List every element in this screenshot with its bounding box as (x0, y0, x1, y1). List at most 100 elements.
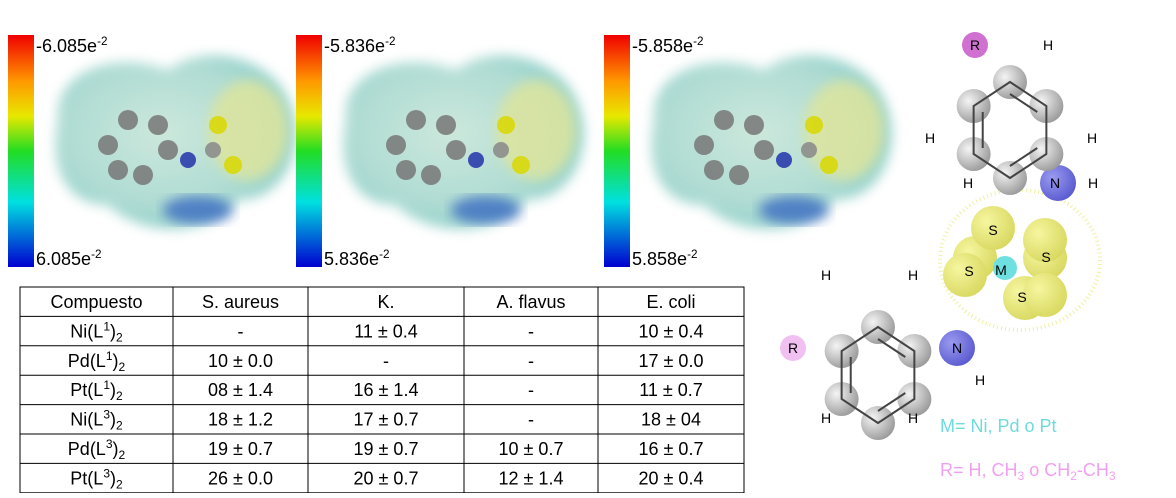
compound: Pd(L (68, 351, 106, 371)
atom (446, 140, 466, 160)
cell: 12 ± 1.4 (499, 468, 564, 488)
cell: - (528, 321, 534, 341)
atom (694, 135, 714, 155)
atom (729, 165, 749, 185)
cell: 20 ± 0.4 (639, 468, 704, 488)
atom-label: H (908, 267, 918, 283)
mantissa: 5.836e (324, 249, 379, 269)
cell: - (238, 321, 244, 341)
atom (158, 140, 178, 160)
mantissa: 5.858e (632, 249, 687, 269)
atom (714, 110, 734, 130)
color-bar (8, 35, 34, 267)
cell: 17 ± 0.0 (639, 351, 704, 371)
legend-part: M= Ni, Pd o Pt (940, 416, 1057, 436)
atom (512, 156, 530, 174)
atom-label: S (1017, 289, 1026, 305)
legend-part: o CH (1024, 460, 1070, 480)
cell: 11 ± 0.7 (639, 380, 703, 400)
exponent: -2 (693, 35, 703, 48)
positive-zone (759, 196, 829, 224)
atom (493, 142, 509, 158)
atom-label: H (975, 372, 985, 388)
cell: Ni(L1)2 (70, 319, 123, 344)
atom-label: H (925, 130, 935, 146)
atom (133, 165, 153, 185)
sulfur (1023, 273, 1067, 317)
atom-label: H (821, 267, 831, 283)
cell: 11 ± 0.4 (354, 321, 418, 341)
atom-label: R (788, 340, 798, 356)
compound-sub: 2 (116, 477, 123, 491)
atom (209, 116, 227, 134)
cell: Pd(L1)2 (68, 349, 126, 374)
atom (421, 165, 441, 185)
mantissa: -5.858e (632, 36, 693, 56)
compound: Ni(L (70, 321, 103, 341)
molecule-surface (343, 56, 583, 229)
scale-label: -6.085e-2 (36, 35, 107, 56)
atom (436, 115, 456, 135)
figure: -6.085e-26.085e-2-5.836e-25.836e-2-5.858… (0, 0, 1176, 493)
esp-panels: -6.085e-26.085e-2-5.836e-25.836e-2-5.858… (8, 35, 892, 269)
atom-label: R (970, 37, 980, 53)
cell: Pd(L3)2 (68, 437, 126, 462)
cell: 26 ± 0.0 (208, 468, 273, 488)
positive-zone (451, 196, 521, 224)
atom (820, 156, 838, 174)
legend-legend_m: M= Ni, Pd o Pt (940, 416, 1057, 436)
mantissa: -6.085e (36, 36, 97, 56)
scale-label: -5.858e-2 (632, 35, 703, 56)
atom (118, 110, 138, 130)
atom (396, 160, 416, 180)
scale-label: 5.836e-2 (324, 248, 389, 269)
compound: Pt(L (70, 380, 103, 400)
page: -6.085e-26.085e-2-5.836e-25.836e-2-5.858… (0, 0, 1176, 493)
atom-label: M (995, 262, 1007, 278)
cell: 10 ± 0.4 (639, 321, 704, 341)
atom (224, 156, 242, 174)
atom-label: S (988, 222, 997, 238)
compound: Pd(L (68, 439, 106, 459)
cell: 16 ± 0.7 (639, 439, 704, 459)
cell: 08 ± 1.4 (208, 380, 273, 400)
cell: 17 ± 0.7 (354, 410, 419, 430)
compound: Ni(L (70, 410, 103, 430)
cell: 18 ± 1.2 (208, 410, 273, 430)
color-bar (296, 35, 322, 267)
positive-zone (163, 196, 233, 224)
atom-label: S (1041, 249, 1050, 265)
atom (386, 135, 406, 155)
cell: Pt(L1)2 (70, 378, 123, 403)
exponent: -2 (687, 248, 697, 261)
cell: 19 ± 0.7 (354, 439, 419, 459)
header-cell: A. flavus (496, 292, 565, 312)
molecule-surface (651, 56, 891, 229)
exponent: -2 (379, 248, 389, 261)
header-cell: K. (377, 292, 394, 312)
exponent: -2 (385, 35, 395, 48)
scale-label: -5.836e-2 (324, 35, 395, 56)
cell: Pt(L3)2 (70, 466, 123, 491)
cell: 20 ± 0.7 (354, 468, 419, 488)
atom-label: H (963, 175, 973, 191)
atom (754, 140, 774, 160)
cell: Ni(L3)2 (70, 408, 123, 433)
atom (744, 115, 764, 135)
atom-label: H (821, 410, 831, 426)
atom (801, 142, 817, 158)
legend-part: R= H, CH (940, 460, 1018, 480)
atom (148, 115, 168, 135)
atom-label: N (952, 340, 962, 356)
cell: 10 ± 0.0 (208, 351, 273, 371)
atom (704, 160, 724, 180)
atom-label: H (1043, 37, 1053, 53)
compound-sub: 2 (119, 448, 126, 462)
atom-label: N (1050, 175, 1060, 191)
cell: - (528, 380, 534, 400)
cell: 19 ± 0.7 (208, 439, 273, 459)
cell: 16 ± 1.4 (354, 380, 419, 400)
mantissa: -5.836e (324, 36, 385, 56)
atom (205, 142, 221, 158)
atom (108, 160, 128, 180)
